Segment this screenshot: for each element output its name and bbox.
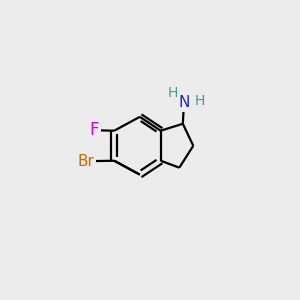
- Text: N: N: [178, 95, 190, 110]
- Text: H: H: [167, 85, 178, 100]
- Text: H: H: [195, 94, 206, 108]
- Text: Br: Br: [78, 154, 95, 169]
- Text: F: F: [90, 121, 99, 139]
